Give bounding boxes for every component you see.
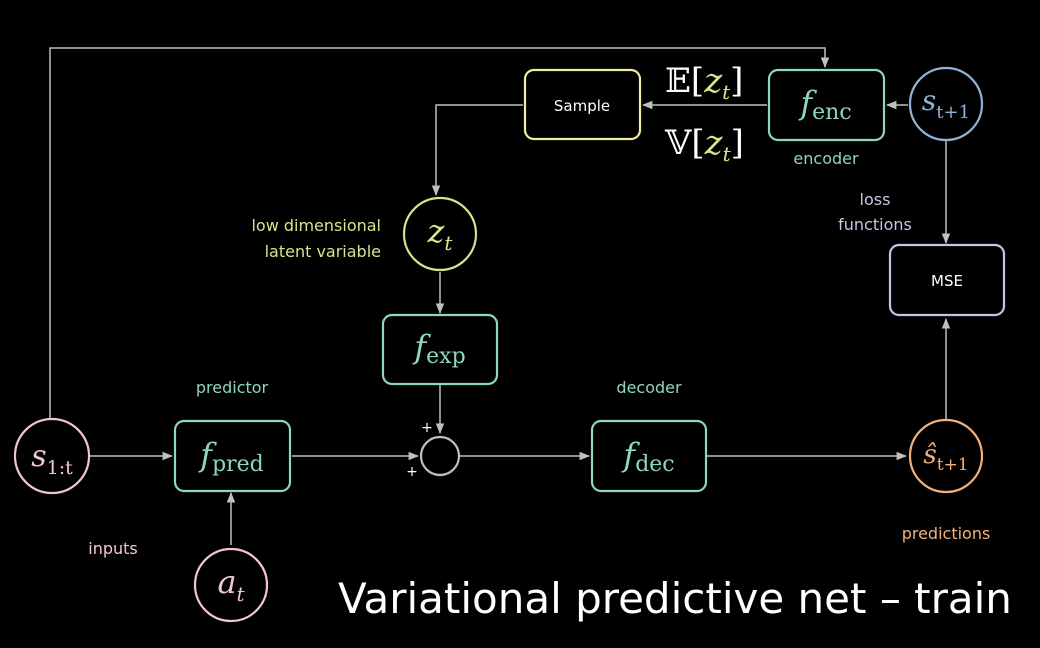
plus-bottom: + <box>406 464 418 480</box>
s-next-symbol: st+1 <box>922 84 970 123</box>
mse-label: MSE <box>931 272 963 290</box>
latent-caption-line1: low dimensional <box>251 216 381 235</box>
feedback-arrow-s-to-enc <box>49 47 830 425</box>
loss-caption-line1: loss <box>860 190 891 209</box>
predictions-caption: predictions <box>902 524 991 543</box>
f-exp-box <box>381 313 499 386</box>
sample-box <box>523 68 642 141</box>
slide-title: Variational predictive net – train <box>338 574 1012 623</box>
f-exp-label: fexp <box>412 328 465 369</box>
latent-caption-line2: latent variable <box>265 242 381 261</box>
expectation-label: 𝔼[zt] <box>665 61 743 104</box>
f-pred-label: fpred <box>198 436 264 477</box>
z-latent-symbol: zt <box>427 212 454 255</box>
f-dec-box <box>590 419 708 493</box>
s-hat-node <box>908 418 984 494</box>
decoder-caption: decoder <box>616 378 682 397</box>
z-latent-node <box>402 196 478 272</box>
inputs-caption: inputs <box>88 539 138 558</box>
a-input-symbol: at <box>217 563 245 606</box>
sum-junction <box>419 435 461 477</box>
predictor-caption: predictor <box>196 378 269 397</box>
a-input-node <box>193 547 269 623</box>
plus-top: + <box>421 420 433 436</box>
variance-label: 𝕍[zt] <box>664 123 744 166</box>
encoder-caption: encoder <box>793 149 859 168</box>
f-pred-box <box>173 419 292 493</box>
loss-caption-line2: functions <box>838 215 912 234</box>
mse-box <box>888 243 1006 317</box>
sample-label: Sample <box>554 97 610 115</box>
s-input-node <box>13 417 91 495</box>
s-hat-symbol: ŝt+1 <box>923 440 968 475</box>
s-input-symbol: s1:t <box>31 439 73 479</box>
f-enc-label: fenc <box>798 84 851 125</box>
f-enc-box <box>767 68 886 142</box>
s-next-node <box>908 66 984 142</box>
arrow-sample-to-z <box>431 104 523 197</box>
